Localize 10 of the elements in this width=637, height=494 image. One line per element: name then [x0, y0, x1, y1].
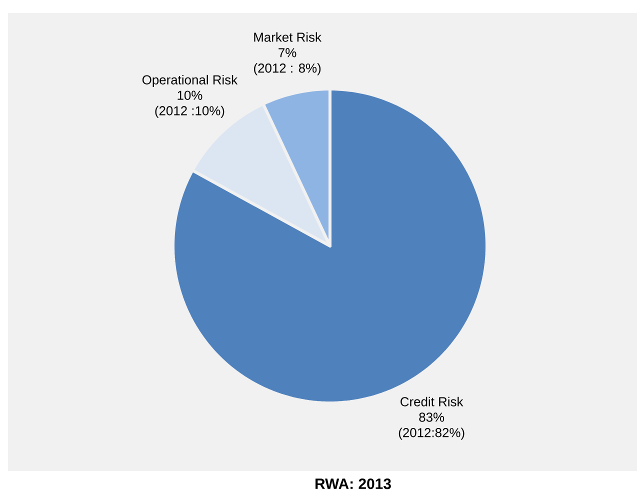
text: RWA: 2013: [316, 478, 391, 490]
text: (2012 : 8%): [254, 63, 321, 76]
slice-label: Operational Risk: [142, 74, 238, 88]
data-label: 10%: [178, 90, 202, 100]
data-label: 7%: [278, 48, 296, 58]
slice-label: Market Risk: [254, 32, 322, 42]
slice-label: Credit Risk: [400, 396, 464, 406]
text: (2012 :10%): [155, 106, 224, 118]
text: (2012:82%): [398, 428, 464, 440]
data-label: 83%: [419, 412, 444, 422]
